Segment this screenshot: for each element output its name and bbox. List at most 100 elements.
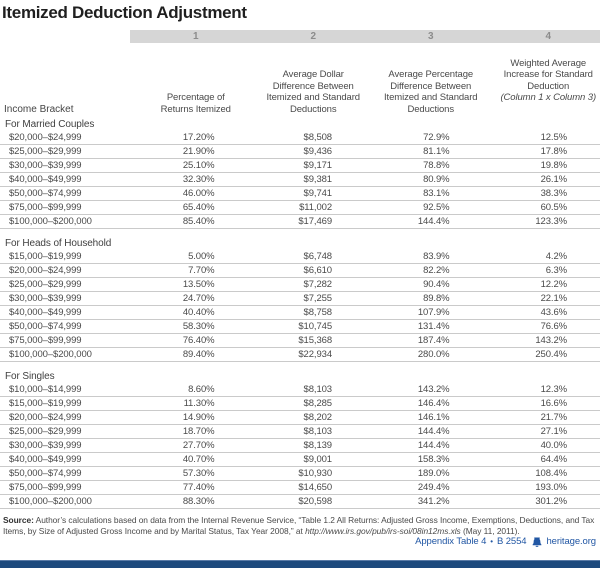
value-cell-4: 26.1%	[540, 174, 568, 185]
value-cell-2: $6,748	[303, 251, 333, 262]
income-bracket-cell: $40,000–$49,999	[9, 454, 82, 465]
value-cell-4: 301.2%	[535, 496, 567, 507]
value-cell-1: 27.70%	[182, 440, 215, 451]
value-cell-1: 13.50%	[182, 279, 215, 290]
value-cell-4: 12.2%	[540, 279, 568, 290]
value-cell-3: 80.9%	[423, 174, 450, 185]
value-cell-4: 21.7%	[540, 412, 568, 423]
value-cell-3: 90.4%	[423, 279, 450, 290]
table-row: $30,000–$39,999 25.10% $9,171 78.8% 19.8…	[0, 159, 600, 173]
column-number-band: 1 2 3 4	[0, 30, 600, 43]
value-cell-1: 8.60%	[188, 384, 215, 395]
value-cell-3: 82.2%	[423, 265, 450, 276]
value-cell-2: $10,930	[298, 468, 332, 479]
value-cell-2: $20,598	[298, 496, 332, 507]
income-bracket-cell: $75,000–$99,999	[9, 202, 82, 213]
value-cell-3: 249.4%	[417, 482, 450, 493]
value-cell-1: 76.40%	[182, 335, 215, 346]
income-bracket-cell: $75,000–$99,999	[9, 335, 82, 346]
value-cell-1: 77.40%	[182, 482, 215, 493]
value-cell-3: 158.3%	[417, 454, 450, 465]
value-cell-3: 83.9%	[423, 251, 450, 262]
value-cell-1: 32.30%	[182, 174, 215, 185]
value-cell-3: 146.4%	[417, 398, 450, 409]
value-cell-2: $9,001	[303, 454, 333, 465]
table-row: $40,000–$49,999 40.70% $9,001 158.3% 64.…	[0, 453, 600, 467]
value-cell-2: $8,285	[303, 398, 333, 409]
value-cell-2: $6,610	[303, 265, 333, 276]
section-header: For Singles	[5, 371, 55, 382]
table-row: $20,000–$24,999 7.70% $6,610 82.2% 6.3%	[0, 264, 600, 278]
value-cell-1: 46.00%	[182, 188, 215, 199]
value-cell-2: $11,002	[299, 202, 332, 213]
value-cell-2: $8,508	[303, 132, 333, 143]
value-cell-1: 17.20%	[182, 132, 215, 143]
value-cell-1: 21.90%	[182, 146, 215, 157]
value-cell-3: 107.9%	[417, 307, 450, 318]
value-cell-4: 76.6%	[540, 321, 568, 332]
value-cell-3: 89.8%	[423, 293, 450, 304]
value-cell-3: 131.4%	[417, 321, 450, 332]
income-bracket-cell: $50,000–$74,999	[9, 468, 82, 479]
value-cell-2: $8,103	[303, 426, 333, 437]
credit-table-ref: Appendix Table 4	[415, 536, 487, 547]
value-cell-1: 40.40%	[182, 307, 215, 318]
table-row: $50,000–$74,999 46.00% $9,741 83.1% 38.3…	[0, 187, 600, 201]
value-cell-4: 22.1%	[540, 293, 568, 304]
value-cell-4: 6.3%	[545, 265, 567, 276]
value-cell-1: 11.30%	[183, 398, 215, 409]
table-row: $50,000–$74,999 58.30% $10,745 131.4% 76…	[0, 320, 600, 334]
value-cell-3: 143.2%	[417, 384, 450, 395]
value-cell-2: $14,650	[298, 482, 332, 493]
table-row: $40,000–$49,999 40.40% $8,758 107.9% 43.…	[0, 306, 600, 320]
income-bracket-cell: $100,000–$200,000	[9, 496, 92, 507]
table-row: $25,000–$29,999 21.90% $9,436 81.1% 17.8…	[0, 145, 600, 159]
source-text-after-url: (May 11, 2011).	[460, 525, 520, 536]
table-row: $20,000–$24,999 17.20% $8,508 72.9% 12.5…	[0, 131, 600, 145]
value-cell-4: 16.6%	[540, 398, 568, 409]
value-cell-4: 40.0%	[540, 440, 568, 451]
column-header-1: Percentage of Returns Itemized	[160, 92, 231, 115]
value-cell-1: 40.70%	[182, 454, 215, 465]
income-bracket-cell: $20,000–$24,999	[9, 265, 82, 276]
income-bracket-cell: $15,000–$19,999	[9, 398, 82, 409]
value-cell-3: 144.4%	[417, 440, 450, 451]
column-number-1: 1	[130, 30, 248, 43]
value-cell-4: 143.2%	[535, 335, 567, 346]
value-cell-1: 65.40%	[182, 202, 215, 213]
income-bracket-cell: $30,000–$39,999	[9, 293, 82, 304]
value-cell-3: 146.1%	[417, 412, 450, 423]
table-row: $25,000–$29,999 13.50% $7,282 90.4% 12.2…	[0, 278, 600, 292]
income-bracket-cell: $30,000–$39,999	[9, 160, 82, 171]
column-header-4: Weighted Average Increase for Standard D…	[483, 46, 600, 116]
value-cell-4: 43.6%	[540, 307, 568, 318]
credit-website: heritage.org	[546, 536, 596, 547]
column-headers-row: Income Bracket Percentage of Returns Ite…	[0, 43, 600, 116]
source-note: Source: Author’s calculations based on d…	[3, 515, 598, 536]
value-cell-3: 144.4%	[417, 216, 450, 227]
value-cell-1: 7.70%	[188, 265, 215, 276]
income-bracket-cell: $40,000–$49,999	[9, 307, 82, 318]
value-cell-3: 280.0%	[417, 349, 450, 360]
value-cell-4: 123.3%	[535, 216, 567, 227]
source-label: Source:	[3, 515, 34, 525]
table-row: $40,000–$49,999 32.30% $9,381 80.9% 26.1…	[0, 173, 600, 187]
value-cell-2: $8,202	[303, 412, 333, 423]
value-cell-2: $8,103	[303, 384, 333, 395]
value-cell-3: 341.2%	[417, 496, 450, 507]
income-bracket-cell: $25,000–$29,999	[9, 426, 82, 437]
income-bracket-cell: $40,000–$49,999	[9, 174, 82, 185]
value-cell-1: 58.30%	[182, 321, 215, 332]
credit-report-code: B 2554	[496, 536, 527, 547]
value-cell-2: $10,745	[298, 321, 332, 332]
value-cell-4: 38.3%	[540, 188, 568, 199]
value-cell-3: 81.1%	[423, 146, 450, 157]
table-row: $25,000–$29,999 18.70% $8,103 144.4% 27.…	[0, 425, 600, 439]
column-number-2: 2	[247, 30, 365, 43]
value-cell-3: 144.4%	[417, 426, 450, 437]
value-cell-1: 18.70%	[182, 426, 215, 437]
table-row: $15,000–$19,999 11.30% $8,285 146.4% 16.…	[0, 397, 600, 411]
column-number-4: 4	[482, 30, 600, 43]
income-bracket-cell: $30,000–$39,999	[9, 440, 82, 451]
